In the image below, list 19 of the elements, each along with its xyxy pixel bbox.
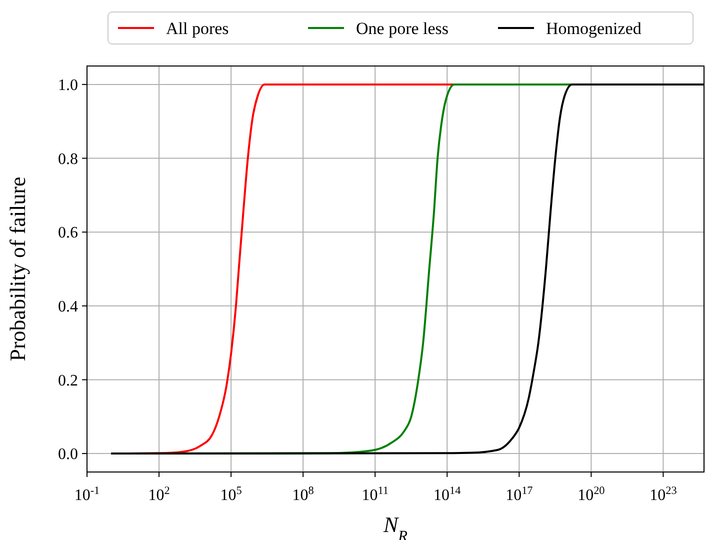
y-tick-label: 0.2 [58,372,78,390]
x-tick-label: 10$^{14}$ [434,485,462,504]
legend-label: One pore less [356,18,449,38]
x-tick-label: 10$^{17}$ [506,485,534,504]
x-tick-label: 10$^{20}$ [578,485,606,504]
y-tick-label: 0.0 [58,446,78,464]
legend-label: Homogenized [546,18,642,38]
x-tick-label: 10$^{5}$ [220,485,242,504]
x-tick-label: 10$^{23}$ [650,485,678,504]
x-tick-label: 10$^{11}$ [362,485,388,504]
x-tick-label: 10$^{-1}$ [74,485,100,504]
y-tick-label: 0.8 [58,150,78,168]
y-axis-title: Probability of failure [5,176,30,362]
x-tick-label: 10$^{2}$ [148,485,170,504]
y-tick-label: 0.6 [58,224,78,242]
y-tick-label: 1.0 [58,77,78,94]
x-tick-label: 10$^{8}$ [292,485,314,504]
legend-label: All pores [166,18,229,38]
y-tick-label: 0.4 [58,298,78,316]
